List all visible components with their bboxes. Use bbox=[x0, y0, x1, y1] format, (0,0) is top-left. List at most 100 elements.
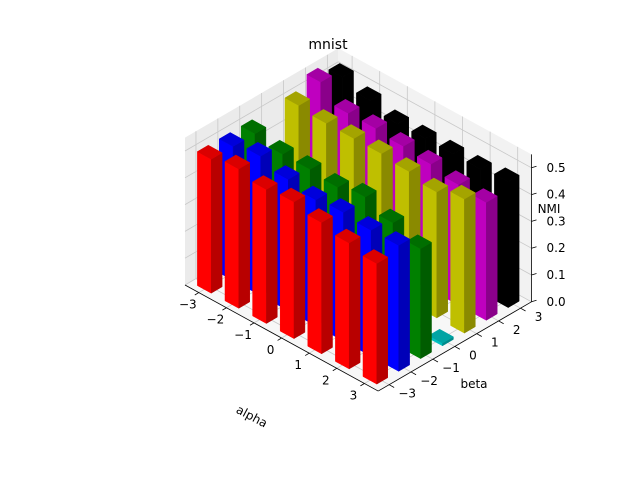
bar-side-face bbox=[210, 152, 223, 294]
bar-side-face bbox=[293, 195, 306, 340]
bar-top-face bbox=[383, 109, 410, 124]
bar-beta-2-alpha3 bbox=[384, 231, 411, 372]
x-tick-label: −3 bbox=[179, 298, 197, 312]
bar-top-face bbox=[224, 154, 251, 170]
y-tick-label: 2 bbox=[513, 323, 521, 337]
y-tick-mark bbox=[520, 307, 526, 312]
y-tick-mark bbox=[432, 358, 439, 363]
x-tick-mark bbox=[360, 383, 365, 387]
bar-side-face bbox=[486, 195, 498, 321]
bar-side-face bbox=[266, 182, 278, 324]
bar-top-face bbox=[356, 216, 383, 231]
z-tick-label: 0.4 bbox=[547, 188, 566, 202]
x-tick-label: 3 bbox=[350, 389, 358, 403]
z-tick-mark bbox=[531, 219, 537, 222]
bar-top-face bbox=[471, 188, 498, 203]
bar-side-face bbox=[398, 238, 410, 372]
y-axis-label: beta bbox=[460, 377, 487, 391]
bar-beta0-alpha3 bbox=[428, 328, 454, 347]
x-tick-mark bbox=[304, 352, 310, 356]
bar-top-face bbox=[466, 154, 493, 170]
bar-top-face bbox=[367, 139, 394, 154]
bar-top-face bbox=[333, 99, 360, 114]
y-tick-mark bbox=[476, 333, 482, 337]
bar-side-face bbox=[464, 192, 476, 334]
z-tick-label: 0.3 bbox=[547, 214, 566, 228]
bar-front-face bbox=[279, 193, 295, 340]
bar-side-face bbox=[238, 162, 250, 309]
bar-top-face bbox=[351, 182, 377, 198]
bar-beta-3-alpha2 bbox=[334, 228, 361, 370]
x-tick-label: −2 bbox=[207, 313, 225, 327]
bars bbox=[196, 63, 520, 385]
bar-top-face bbox=[339, 124, 366, 139]
grid-back-z bbox=[338, 61, 532, 169]
bar-beta-3-alpha-2 bbox=[224, 154, 251, 309]
bar-side-face bbox=[348, 236, 361, 370]
bar-side-face bbox=[436, 185, 448, 319]
bar-top-face bbox=[406, 234, 433, 249]
x-axis-label: alpha bbox=[234, 402, 270, 430]
y-tick-mark bbox=[498, 320, 504, 325]
bar-front-face bbox=[362, 255, 378, 385]
bar-front-face bbox=[252, 181, 267, 324]
bar-top-face bbox=[416, 149, 443, 165]
z-tick-label: 0.1 bbox=[547, 268, 566, 282]
z-tick-label: 0.0 bbox=[547, 295, 566, 309]
bar-top-face bbox=[246, 142, 273, 157]
z-tick-mark bbox=[531, 192, 537, 195]
z-tick-label: 0.5 bbox=[547, 161, 566, 175]
bar-top-face bbox=[389, 132, 415, 147]
bar-front-face bbox=[197, 151, 212, 294]
z-tick-mark bbox=[531, 299, 537, 303]
bar-beta-1-alpha3 bbox=[406, 234, 433, 360]
bar-top-face bbox=[218, 132, 245, 147]
x-tick-mark bbox=[332, 367, 338, 372]
y-tick-mark bbox=[388, 384, 395, 388]
z-tick-mark bbox=[531, 246, 537, 249]
bar-top-face bbox=[428, 328, 454, 344]
x-tick-label: 1 bbox=[294, 358, 302, 372]
x-tick-mark bbox=[277, 337, 282, 341]
bar-top-face bbox=[307, 208, 334, 223]
y-tick-label: −2 bbox=[420, 374, 438, 388]
chart-title: mnist bbox=[308, 37, 348, 53]
bar-beta-3-alpha-3 bbox=[196, 144, 223, 294]
z-tick-label: 0.2 bbox=[547, 241, 566, 255]
bar-top-face bbox=[411, 124, 437, 140]
x-tick-label: 2 bbox=[322, 373, 330, 387]
bar-top-face bbox=[240, 119, 267, 134]
x-tick-mark bbox=[194, 292, 200, 296]
x-tick-label: 0 bbox=[267, 343, 275, 357]
bar-top-face bbox=[273, 165, 300, 180]
bar-beta1-alpha3 bbox=[450, 184, 476, 334]
bar-top-face bbox=[361, 114, 388, 129]
bar-top-face bbox=[378, 208, 405, 224]
y-tick-mark bbox=[454, 346, 461, 350]
bar-top-face bbox=[312, 109, 338, 124]
z-tick-mark bbox=[531, 165, 537, 169]
bar-top-face bbox=[252, 175, 278, 190]
bar-top-face bbox=[438, 139, 465, 155]
bar-top-face bbox=[284, 91, 311, 106]
bar-beta-3-alpha-1 bbox=[252, 175, 278, 324]
bar-front-face bbox=[224, 160, 240, 309]
bar-top-face bbox=[493, 167, 520, 182]
z-axis-label: NMI bbox=[538, 202, 561, 216]
bar-front-face bbox=[335, 234, 350, 370]
bar-top-face bbox=[444, 170, 471, 185]
bar-side-face bbox=[420, 241, 432, 360]
bar-top-face bbox=[450, 184, 476, 200]
bar-top-face bbox=[268, 139, 295, 155]
y-tick-mark bbox=[410, 371, 417, 376]
bar-top-face bbox=[422, 177, 449, 193]
bar-top-face bbox=[362, 249, 389, 264]
bar-top-face bbox=[334, 228, 361, 244]
bar-top-face bbox=[323, 172, 350, 188]
bar-top-face bbox=[329, 198, 355, 213]
y-tick-label: 3 bbox=[535, 310, 543, 324]
bar-side-face bbox=[376, 256, 388, 385]
